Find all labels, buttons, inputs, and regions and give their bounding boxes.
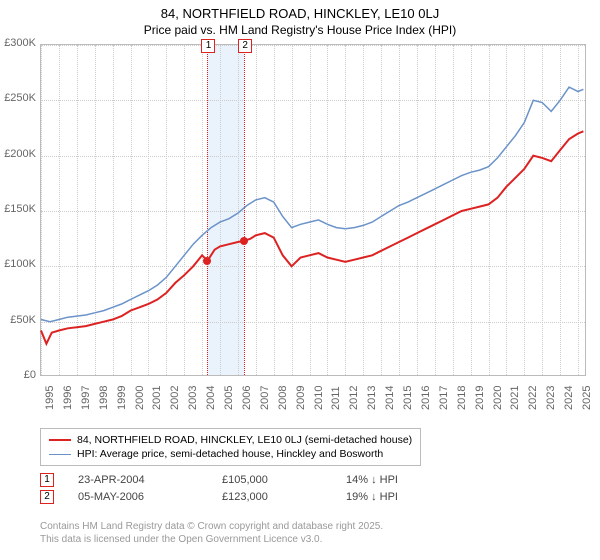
event-date: 23-APR-2004 xyxy=(78,474,198,486)
x-tick-label: 2012 xyxy=(348,386,360,410)
x-tick-label: 2017 xyxy=(438,386,450,410)
credit-line2: This data is licensed under the Open Gov… xyxy=(40,533,383,546)
copyright-credit: Contains HM Land Registry data © Crown c… xyxy=(40,520,383,546)
legend-swatch xyxy=(49,454,71,455)
event-price: £105,000 xyxy=(222,474,322,486)
sale-point xyxy=(240,237,248,245)
x-tick-label: 2013 xyxy=(366,386,378,410)
chart-plot-area: 12 xyxy=(40,44,586,376)
series-hpi xyxy=(41,87,583,322)
y-tick-label: £0 xyxy=(0,369,36,381)
chart-subtitle: Price paid vs. HM Land Registry's House … xyxy=(0,23,600,37)
x-tick-label: 2020 xyxy=(492,386,504,410)
x-tick-label: 2002 xyxy=(169,386,181,410)
event-price: £123,000 xyxy=(222,491,322,503)
x-tick-label: 2022 xyxy=(527,386,539,410)
x-tick-label: 2025 xyxy=(581,386,593,410)
title-block: 84, NORTHFIELD ROAD, HINCKLEY, LE10 0LJ … xyxy=(0,0,600,37)
legend-swatch xyxy=(49,439,71,441)
x-tick-label: 1997 xyxy=(80,386,92,410)
event-badge: 2 xyxy=(40,490,54,504)
chart-title: 84, NORTHFIELD ROAD, HINCKLEY, LE10 0LJ xyxy=(0,6,600,21)
x-tick-label: 2004 xyxy=(205,386,217,410)
x-tick-label: 2018 xyxy=(456,386,468,410)
y-tick-label: £150K xyxy=(0,203,36,215)
legend-label: HPI: Average price, semi-detached house,… xyxy=(77,448,383,460)
x-tick-label: 2007 xyxy=(259,386,271,410)
chart-lines xyxy=(41,45,587,377)
y-tick-label: £250K xyxy=(0,92,36,104)
legend: 84, NORTHFIELD ROAD, HINCKLEY, LE10 0LJ … xyxy=(40,428,421,466)
x-tick-label: 2014 xyxy=(384,386,396,410)
event-date: 05-MAY-2006 xyxy=(78,491,198,503)
x-tick-label: 2005 xyxy=(223,386,235,410)
x-tick-label: 1995 xyxy=(44,386,56,410)
sale-point xyxy=(203,257,211,265)
x-tick-label: 1996 xyxy=(62,386,74,410)
x-tick-label: 2008 xyxy=(277,386,289,410)
x-tick-label: 2001 xyxy=(151,386,163,410)
x-tick-label: 2011 xyxy=(330,386,342,410)
legend-label: 84, NORTHFIELD ROAD, HINCKLEY, LE10 0LJ … xyxy=(77,434,412,446)
event-row: 1 23-APR-2004 £105,000 14% ↓ HPI xyxy=(40,473,398,487)
y-tick-label: £50K xyxy=(0,314,36,326)
x-tick-label: 1999 xyxy=(116,386,128,410)
x-tick-label: 2003 xyxy=(187,386,199,410)
x-tick-label: 2015 xyxy=(402,386,414,410)
legend-row: HPI: Average price, semi-detached house,… xyxy=(49,447,412,461)
x-tick-label: 2019 xyxy=(474,386,486,410)
event-diff: 19% ↓ HPI xyxy=(346,491,398,503)
x-tick-label: 2000 xyxy=(134,386,146,410)
x-tick-label: 1998 xyxy=(98,386,110,410)
y-tick-label: £300K xyxy=(0,37,36,49)
x-tick-label: 2024 xyxy=(563,386,575,410)
event-badge: 1 xyxy=(40,473,54,487)
x-tick-label: 2009 xyxy=(295,386,307,410)
x-tick-label: 2016 xyxy=(420,386,432,410)
sale-events-block: 1 23-APR-2004 £105,000 14% ↓ HPI 2 05-MAY-200… xyxy=(40,470,398,507)
x-tick-label: 2023 xyxy=(545,386,557,410)
y-tick-label: £200K xyxy=(0,148,36,160)
x-tick-label: 2006 xyxy=(241,386,253,410)
credit-line1: Contains HM Land Registry data © Crown c… xyxy=(40,520,383,533)
legend-row: 84, NORTHFIELD ROAD, HINCKLEY, LE10 0LJ … xyxy=(49,433,412,447)
event-diff: 14% ↓ HPI xyxy=(346,474,398,486)
x-tick-label: 2021 xyxy=(509,386,521,410)
event-row: 2 05-MAY-2006 £123,000 19% ↓ HPI xyxy=(40,490,398,504)
x-tick-label: 2010 xyxy=(313,386,325,410)
y-tick-label: £100K xyxy=(0,258,36,270)
series-price_paid xyxy=(41,131,583,343)
